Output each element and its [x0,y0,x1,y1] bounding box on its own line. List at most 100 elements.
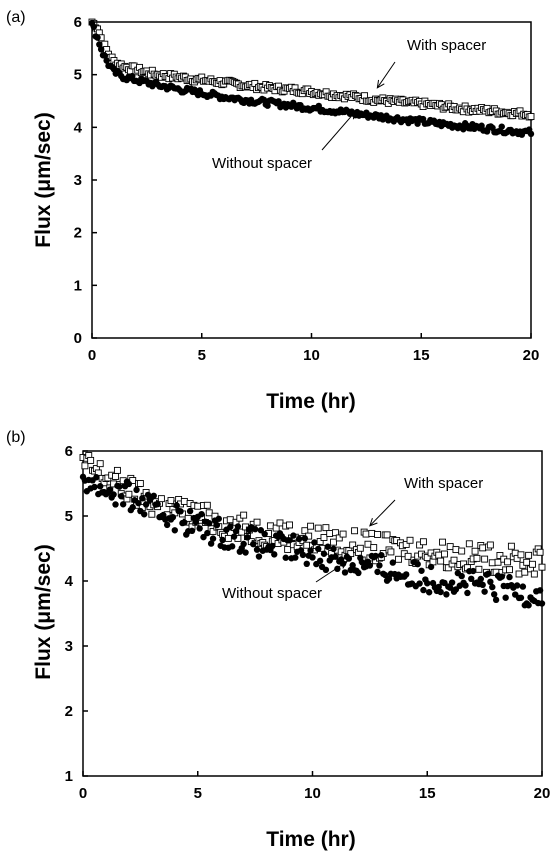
point-with-spacer [226,516,234,524]
point-without-spacer [416,580,423,587]
point-without-spacer [525,602,532,609]
point-with-spacer [523,558,531,566]
point-without-spacer [118,493,125,500]
point-without-spacer [186,507,194,515]
point-with-spacer [486,541,494,549]
point-with-spacer [402,540,410,548]
x-tick-label: 10 [303,347,320,364]
point-without-spacer [251,525,259,533]
point-without-spacer [315,102,323,110]
point-without-spacer [240,540,247,548]
point-without-spacer [372,552,379,560]
point-with-spacer [517,551,525,559]
point-with-spacer [180,497,188,505]
point-without-spacer [469,567,477,575]
point-without-spacer [299,551,307,559]
y-tick-label: 5 [65,508,73,525]
point-with-spacer [437,557,445,565]
point-without-spacer [478,122,485,129]
point-with-spacer [224,534,232,542]
point-with-spacer [387,548,395,556]
point-with-spacer [515,570,523,578]
point-without-spacer [385,575,393,582]
point-with-spacer [339,530,347,538]
point-with-spacer [301,527,309,535]
point-with-spacer [471,547,479,555]
point-without-spacer [498,573,506,580]
point-without-spacer [490,591,498,598]
x-tick-label: 10 [304,785,321,802]
point-without-spacer [309,554,316,561]
point-without-spacer [366,562,374,569]
y-tick-label: 4 [65,573,74,590]
point-without-spacer [93,474,100,481]
point-without-spacer [447,584,454,591]
series-without-spacer-a [88,19,535,138]
y-tick-label: 4 [74,119,83,136]
y-tick-label: 3 [65,638,73,655]
point-without-spacer [135,499,142,507]
point-without-spacer [141,511,148,518]
point-without-spacer [207,540,215,547]
point-without-spacer [255,553,263,560]
point-with-spacer [450,556,458,564]
point-with-spacer [194,502,202,510]
point-without-spacer [458,572,465,580]
point-without-spacer [133,486,140,494]
point-without-spacer [116,483,123,490]
x-tick-label: 15 [413,347,430,364]
point-without-spacer [425,589,433,596]
panel-label-a: (a) [6,9,26,26]
point-with-spacer [506,566,513,574]
point-with-spacer [507,542,515,550]
point-with-spacer [240,511,248,519]
point-with-spacer [320,534,328,541]
point-without-spacer [301,535,309,542]
point-with-spacer [481,555,489,563]
point-with-spacer [96,460,104,468]
point-without-spacer [292,554,299,561]
point-with-spacer [349,541,357,549]
point-without-spacer [424,580,431,587]
point-with-spacer [441,550,448,558]
point-without-spacer [213,521,221,529]
point-with-spacer [504,558,512,566]
point-without-spacer [112,501,119,508]
point-without-spacer [437,588,444,596]
point-with-spacer [496,552,504,559]
point-without-spacer [150,492,157,499]
point-without-spacer [374,568,381,576]
point-with-spacer [203,501,211,509]
y-tick-label: 3 [74,172,82,189]
point-with-spacer [157,495,165,503]
point-without-spacer [94,34,101,41]
point-with-spacer [423,554,431,562]
point-without-spacer [538,600,546,607]
point-without-spacer [97,46,105,53]
point-with-spacer [419,538,427,546]
data-marks-a [88,18,535,138]
point-without-spacer [90,23,98,31]
x-tick-label: 20 [534,785,551,802]
point-without-spacer [502,594,509,601]
point-without-spacer [209,535,217,542]
annotation-without-spacer: Without spacer [222,585,322,602]
point-without-spacer [324,543,331,550]
point-without-spacer [198,510,205,518]
point-with-spacer [530,570,538,578]
point-without-spacer [275,98,282,105]
point-without-spacer [192,518,200,526]
point-with-spacer [335,534,343,542]
arrowhead-with-spacer [376,79,385,89]
point-without-spacer [142,501,150,508]
y-tick-label: 0 [74,330,82,347]
annotation-arrow-with-spacer [369,499,396,527]
point-with-spacer [125,490,133,498]
y-tick-label: 6 [74,14,82,31]
point-without-spacer [315,545,322,553]
point-without-spacer [513,582,521,589]
point-without-spacer [443,591,450,598]
arrowhead-without-spacer [347,110,357,120]
point-without-spacer [506,573,513,581]
